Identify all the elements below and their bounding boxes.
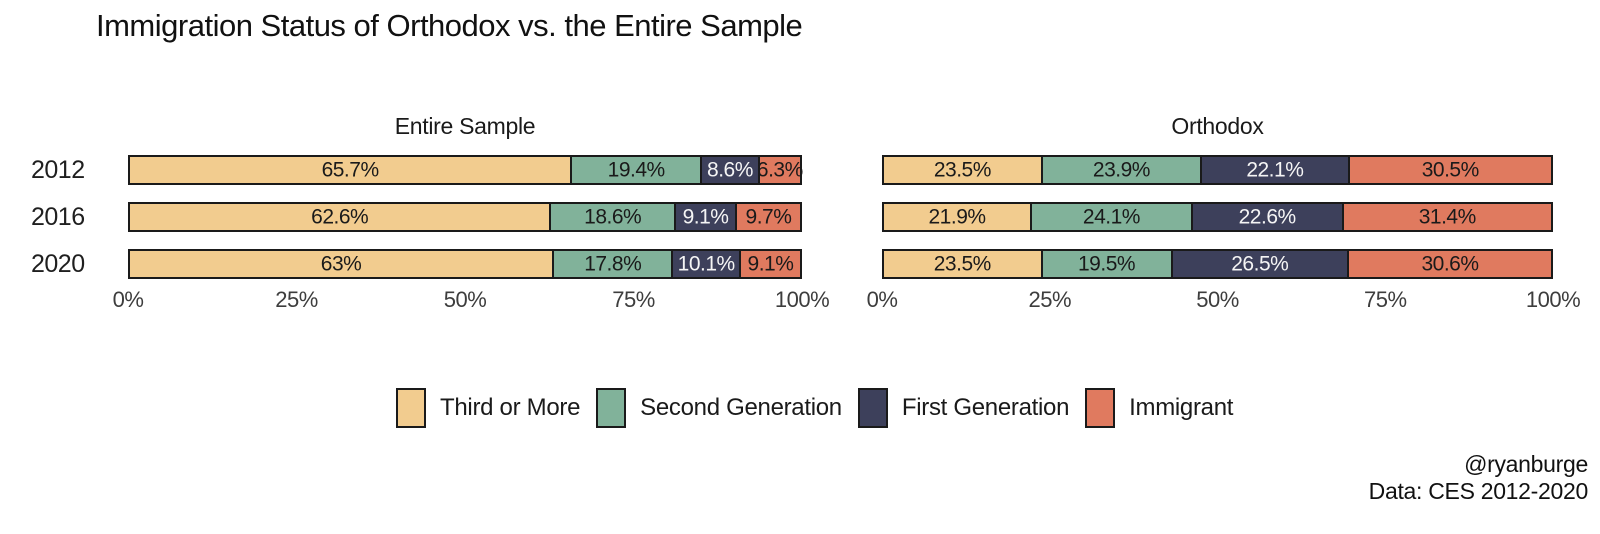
bar-segment: 63%: [130, 251, 553, 277]
bar-segment: 26.5%: [1170, 251, 1348, 277]
credits: @ryanburge Data: CES 2012-2020: [1368, 451, 1589, 505]
bar-segment: 8.6%: [700, 157, 758, 183]
bar-segment-label: 23.5%: [933, 252, 992, 276]
x-tick-label: 25%: [1028, 287, 1072, 312]
legend: Third or More Second Generation First Gene…: [396, 388, 1233, 428]
bar-rows: 65.7% 19.4% 8.6% 6.3% 62.6% 18.6% 9.1% 9.7% 63% 1…: [128, 155, 803, 279]
legend-item: Immigrant: [1085, 388, 1233, 428]
bar-segment: 19.4%: [570, 157, 701, 183]
bar-segment: 31.4%: [1341, 204, 1551, 230]
bar-segment-label: 23.9%: [1092, 158, 1151, 182]
bar-segment: 9.1%: [674, 204, 735, 230]
bar-segment-label: 6.3%: [756, 158, 803, 182]
stacked-bar-2016: 21.9% 24.1% 22.6% 31.4%: [882, 202, 1553, 232]
x-tick-label: 75%: [1363, 287, 1407, 312]
bar-segment: 22.6%: [1190, 204, 1342, 230]
panel-orthodox: Orthodox 23.5% 23.9% 22.1% 30.5% 21.9% 24.1% 2…: [867, 0, 1581, 534]
legend-label: Immigrant: [1129, 394, 1234, 421]
bar-segment: 23.5%: [884, 251, 1041, 277]
bar-segment-label: 30.5%: [1421, 158, 1480, 182]
bar-segment-label: 22.6%: [1238, 205, 1297, 229]
year-label-2020: 2020: [31, 250, 85, 278]
bar-segment: 19.5%: [1040, 251, 1171, 277]
bar-segment-label: 19.5%: [1078, 252, 1136, 276]
legend-item: Third or More: [396, 388, 580, 428]
stacked-bar-2012: 23.5% 23.9% 22.1% 30.5%: [882, 155, 1553, 185]
legend-label: Third or More: [440, 394, 581, 421]
bar-segment-label: 9.1%: [747, 252, 794, 276]
chart-title: Immigration Status of Orthodox vs. the E…: [96, 8, 803, 43]
bar-segment: 6.3%: [756, 157, 803, 183]
credit-handle: @ryanburge: [1464, 451, 1588, 477]
legend-item: First Generation: [857, 388, 1070, 428]
stacked-bar-2012: 65.7% 19.4% 8.6% 6.3%: [128, 155, 803, 185]
bar-segment: 10.1%: [671, 251, 739, 277]
bar-segment-label: 22.1%: [1246, 158, 1304, 182]
bar-segment-label: 31.4%: [1418, 205, 1477, 229]
bar-segment-label: 9.7%: [745, 205, 792, 229]
x-axis: 0% 25% 50% 75% 100%: [867, 287, 1581, 315]
panel-title-entire-sample: Entire Sample: [394, 113, 536, 139]
bar-segment-label: 17.8%: [584, 252, 642, 276]
bar-segment-label: 23.5%: [933, 158, 992, 182]
bar-segment-label: 24.1%: [1082, 205, 1141, 229]
x-tick-label: 0%: [112, 287, 144, 312]
bar-segment: 17.8%: [552, 251, 672, 277]
legend-swatch: [857, 388, 888, 428]
bar-segment: 22.1%: [1200, 157, 1348, 183]
bar-segment: 9.7%: [734, 204, 800, 230]
legend-swatch: [1085, 388, 1116, 428]
bar-segment: 62.6%: [130, 204, 550, 230]
bar-segment: 23.9%: [1040, 157, 1201, 183]
bar-segment-label: 63%: [320, 252, 362, 276]
x-axis: 0% 25% 50% 75% 100%: [113, 287, 830, 315]
legend-item: Second Generation: [596, 388, 842, 428]
panel-entire-sample: Entire Sample 65.7% 19.4% 8.6% 6.3% 62.6% 18.…: [113, 0, 830, 534]
year-label-2016: 2016: [31, 203, 85, 231]
year-label-2012: 2012: [31, 156, 85, 184]
x-tick-label: 0%: [866, 287, 898, 312]
legend-swatch: [396, 388, 426, 428]
bar-segment: 24.1%: [1030, 204, 1191, 230]
x-tick-label: 100%: [1525, 287, 1581, 312]
x-tick-label: 100%: [774, 287, 830, 312]
x-tick-label: 75%: [612, 287, 655, 312]
x-tick-label: 50%: [443, 287, 487, 312]
bar-segment-label: 30.6%: [1421, 252, 1479, 276]
x-tick-label: 25%: [275, 287, 318, 312]
x-tick-label: 50%: [1196, 287, 1239, 312]
bar-segment-label: 19.4%: [607, 158, 666, 182]
bar-segment-label: 21.9%: [928, 205, 987, 229]
stacked-bar-2020: 63% 17.8% 10.1% 9.1%: [128, 249, 802, 279]
bar-segment-label: 65.7%: [321, 158, 380, 182]
bar-segment: 18.6%: [549, 204, 675, 230]
bar-segment-label: 26.5%: [1231, 252, 1289, 276]
bar-segment-label: 8.6%: [707, 158, 753, 182]
bar-segment-label: 62.6%: [311, 205, 369, 229]
bar-segment: 9.1%: [739, 251, 800, 277]
bar-segment-label: 9.1%: [682, 205, 729, 229]
bar-segment: 30.6%: [1347, 251, 1551, 277]
credit-source: Data: CES 2012-2020: [1368, 478, 1589, 504]
legend-label: First Generation: [901, 394, 1070, 421]
bar-segment: 30.5%: [1347, 157, 1551, 183]
stacked-bar-2016: 62.6% 18.6% 9.1% 9.7%: [128, 202, 802, 232]
panel-title-orthodox: Orthodox: [1171, 113, 1264, 139]
bar-segment: 21.9%: [884, 204, 1031, 230]
year-axis: 2012 2016 2020: [31, 155, 101, 279]
legend-label: Second Generation: [640, 394, 842, 421]
bar-segment: 65.7%: [130, 157, 571, 183]
bar-segment-label: 18.6%: [584, 205, 642, 229]
stacked-bar-2020: 23.5% 19.5% 26.5% 30.6%: [882, 249, 1553, 279]
legend-swatch: [596, 388, 627, 428]
bar-segment: 23.5%: [884, 157, 1041, 183]
bar-segment-label: 10.1%: [677, 252, 736, 276]
bar-rows: 23.5% 23.9% 22.1% 30.5% 21.9% 24.1% 22.6% 31.4%…: [882, 155, 1553, 279]
